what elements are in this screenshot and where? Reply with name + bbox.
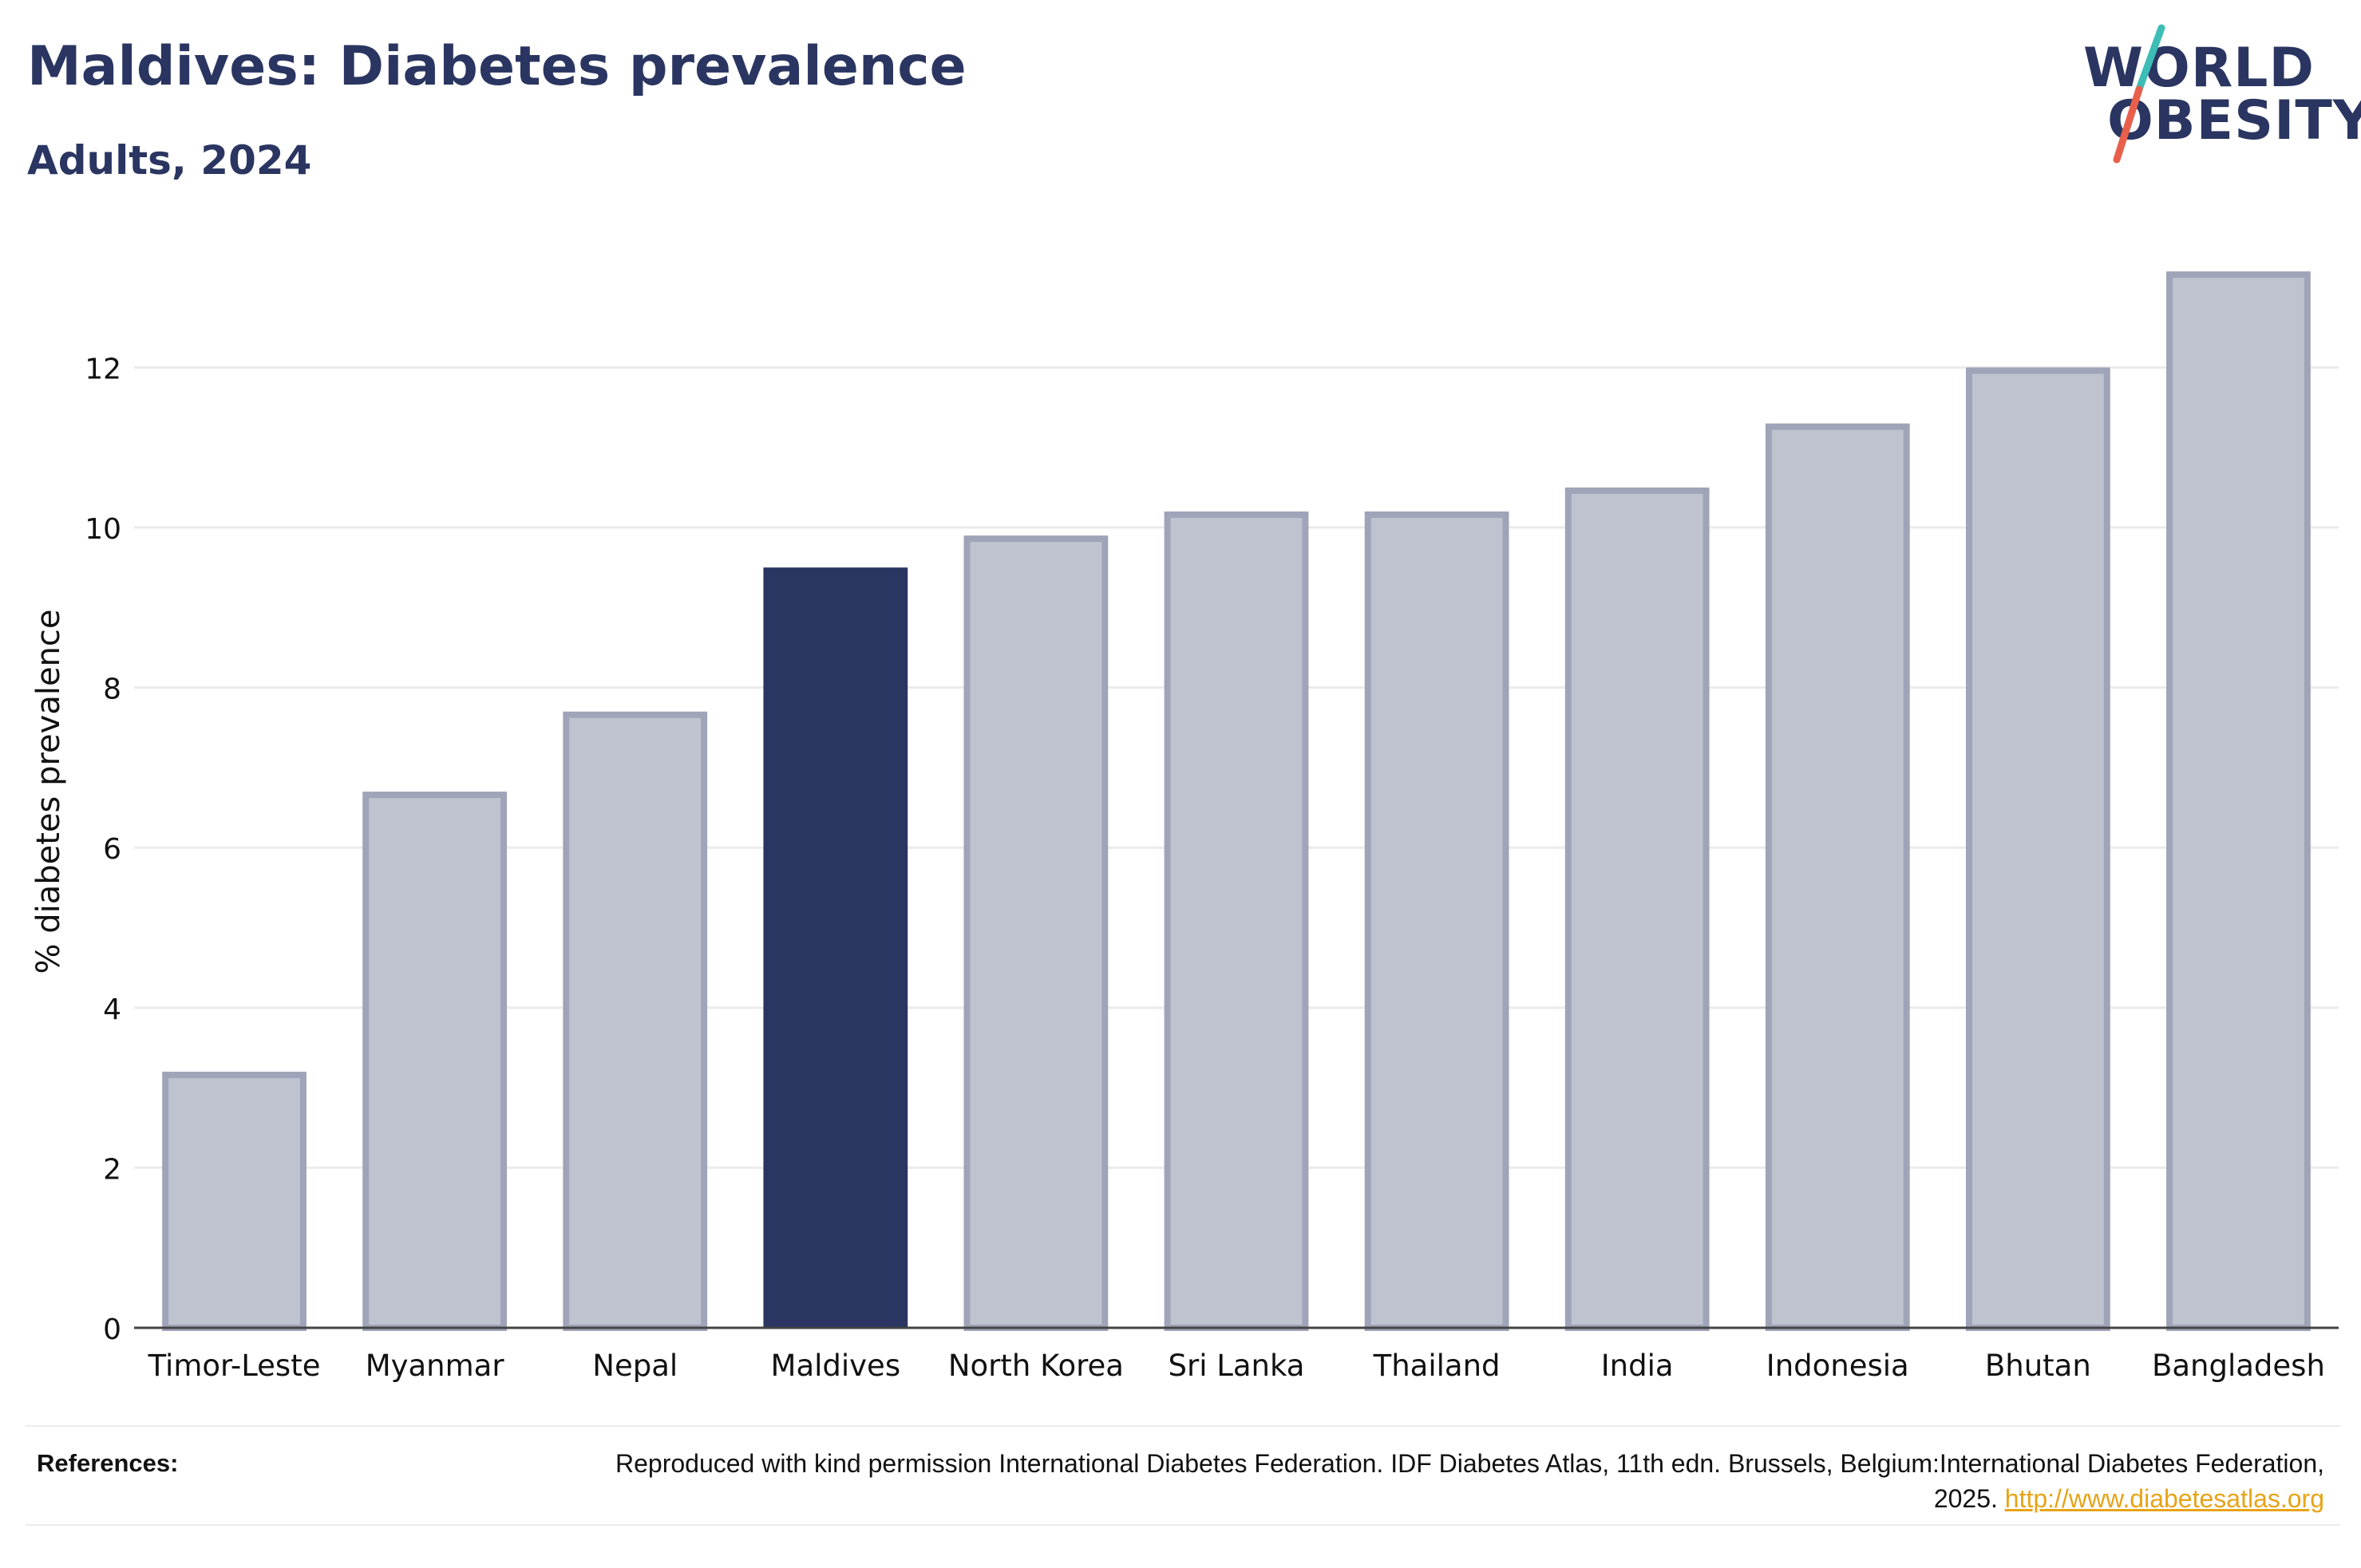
x-tick-label: Myanmar <box>366 1349 505 1383</box>
bar-chart: 0 2 4 6 8 10 12 % diabetes prevalence Timor-Lest… <box>30 271 2339 1383</box>
x-tick-label: Thailand <box>1373 1349 1501 1383</box>
x-tick-label: Maldives <box>771 1349 901 1383</box>
logo-slash-icon <box>2113 24 2165 164</box>
x-tick-label: Nepal <box>592 1349 678 1383</box>
x-tick-label: India <box>1601 1349 1674 1383</box>
bar <box>1564 487 1710 1331</box>
bar <box>1164 511 1309 1331</box>
chart-title: Maldives: Diabetes prevalence <box>27 35 967 98</box>
y-tick-label: 8 <box>103 673 121 706</box>
y-axis-label: % diabetes prevalence <box>30 609 67 974</box>
logo-line-1: WORLD <box>2083 37 2315 100</box>
world-obesity-logo: WORLD OBESITY <box>2083 24 2361 168</box>
references-text: Reproduced with kind permission Internat… <box>568 1446 2324 1516</box>
y-tick-label: 4 <box>103 993 121 1026</box>
bar-highlight <box>763 567 908 1328</box>
bar <box>563 711 708 1331</box>
y-tick-label: 12 <box>85 353 121 385</box>
logo-line-2: OBESITY <box>2107 89 2361 152</box>
bar <box>162 1072 306 1331</box>
diabetes-atlas-link[interactable]: http://www.diabetesatlas.org <box>2004 1484 2324 1513</box>
x-tick-label: Timor-Leste <box>148 1349 321 1383</box>
y-tick-label: 0 <box>103 1313 121 1346</box>
footer-divider-bottom <box>26 1524 2340 1526</box>
references-body: Reproduced with kind permission Internat… <box>615 1449 2324 1513</box>
y-tick-label: 6 <box>103 833 121 866</box>
references-label: References: <box>37 1449 179 1477</box>
footer-divider-top <box>26 1425 2340 1427</box>
bar <box>1965 367 2110 1331</box>
bar <box>1364 511 1509 1331</box>
bar <box>963 535 1109 1331</box>
x-tick-label: Indonesia <box>1766 1349 1909 1383</box>
y-tick-label: 2 <box>103 1153 121 1186</box>
chart-subtitle: Adults, 2024 <box>27 137 312 184</box>
y-tick-label: 10 <box>85 513 121 546</box>
x-tick-label: Bhutan <box>1985 1349 2091 1383</box>
x-tick-label: Sri Lanka <box>1169 1349 1305 1383</box>
bar <box>2166 271 2311 1331</box>
x-tick-label: Bangladesh <box>2152 1349 2325 1383</box>
bar <box>1765 423 1910 1331</box>
bar <box>362 792 508 1331</box>
x-tick-label: North Korea <box>948 1349 1124 1383</box>
